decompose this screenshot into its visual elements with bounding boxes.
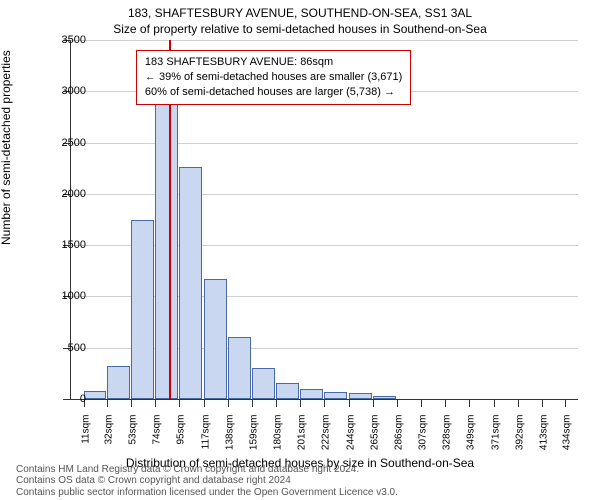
- y-tick-label: 1500: [46, 239, 86, 251]
- y-tick-label: 0: [46, 393, 86, 405]
- infobox-line3: 60% of semi-detached houses are larger (…: [145, 85, 402, 100]
- attribution-text: Contains HM Land Registry data © Crown c…: [16, 464, 398, 499]
- histogram-bar: [107, 366, 130, 399]
- x-tick: [445, 399, 446, 407]
- histogram-bar: [179, 167, 202, 399]
- x-tick: [565, 399, 566, 407]
- x-tick: [155, 399, 156, 407]
- y-tick-label: 2000: [46, 188, 86, 200]
- x-tick: [518, 399, 519, 407]
- histogram-bar: [373, 396, 396, 399]
- chart-container: { "title_line1": "183, SHAFTESBURY AVENU…: [0, 0, 600, 500]
- x-tick: [300, 399, 301, 407]
- infobox-line1: 183 SHAFTESBURY AVENUE: 86sqm: [145, 55, 402, 70]
- y-tick-label: 1000: [46, 290, 86, 302]
- chart-title-line2: Size of property relative to semi-detach…: [0, 22, 600, 36]
- x-tick: [228, 399, 229, 407]
- infobox-line2: ← 39% of semi-detached houses are smalle…: [145, 70, 402, 85]
- x-tick: [373, 399, 374, 407]
- x-tick: [421, 399, 422, 407]
- x-tick: [542, 399, 543, 407]
- x-tick: [204, 399, 205, 407]
- histogram-bar: [276, 383, 299, 399]
- histogram-bar: [300, 389, 323, 399]
- histogram-bar: [131, 220, 154, 400]
- x-tick: [397, 399, 398, 407]
- gridline-h: [71, 194, 578, 195]
- gridline-h: [71, 40, 578, 41]
- x-tick: [131, 399, 132, 407]
- x-tick: [324, 399, 325, 407]
- histogram-bar: [252, 368, 275, 399]
- y-tick-label: 3500: [46, 34, 86, 46]
- property-info-box: 183 SHAFTESBURY AVENUE: 86sqm← 39% of se…: [136, 50, 411, 105]
- histogram-bar: [349, 393, 372, 399]
- histogram-bar: [155, 100, 178, 400]
- x-tick: [494, 399, 495, 407]
- x-tick: [252, 399, 253, 407]
- y-axis-label: Number of semi-detached properties: [0, 50, 13, 245]
- chart-title-line1: 183, SHAFTESBURY AVENUE, SOUTHEND-ON-SEA…: [0, 6, 600, 20]
- y-tick-label: 500: [46, 342, 86, 354]
- x-tick: [179, 399, 180, 407]
- histogram-bar: [324, 392, 347, 399]
- x-tick: [349, 399, 350, 407]
- histogram-bar: [204, 279, 227, 399]
- y-tick-label: 3000: [46, 85, 86, 97]
- histogram-bar: [84, 391, 107, 399]
- x-tick: [107, 399, 108, 407]
- gridline-h: [71, 143, 578, 144]
- x-tick: [276, 399, 277, 407]
- x-tick: [469, 399, 470, 407]
- histogram-bar: [228, 337, 251, 399]
- y-tick-label: 2500: [46, 137, 86, 149]
